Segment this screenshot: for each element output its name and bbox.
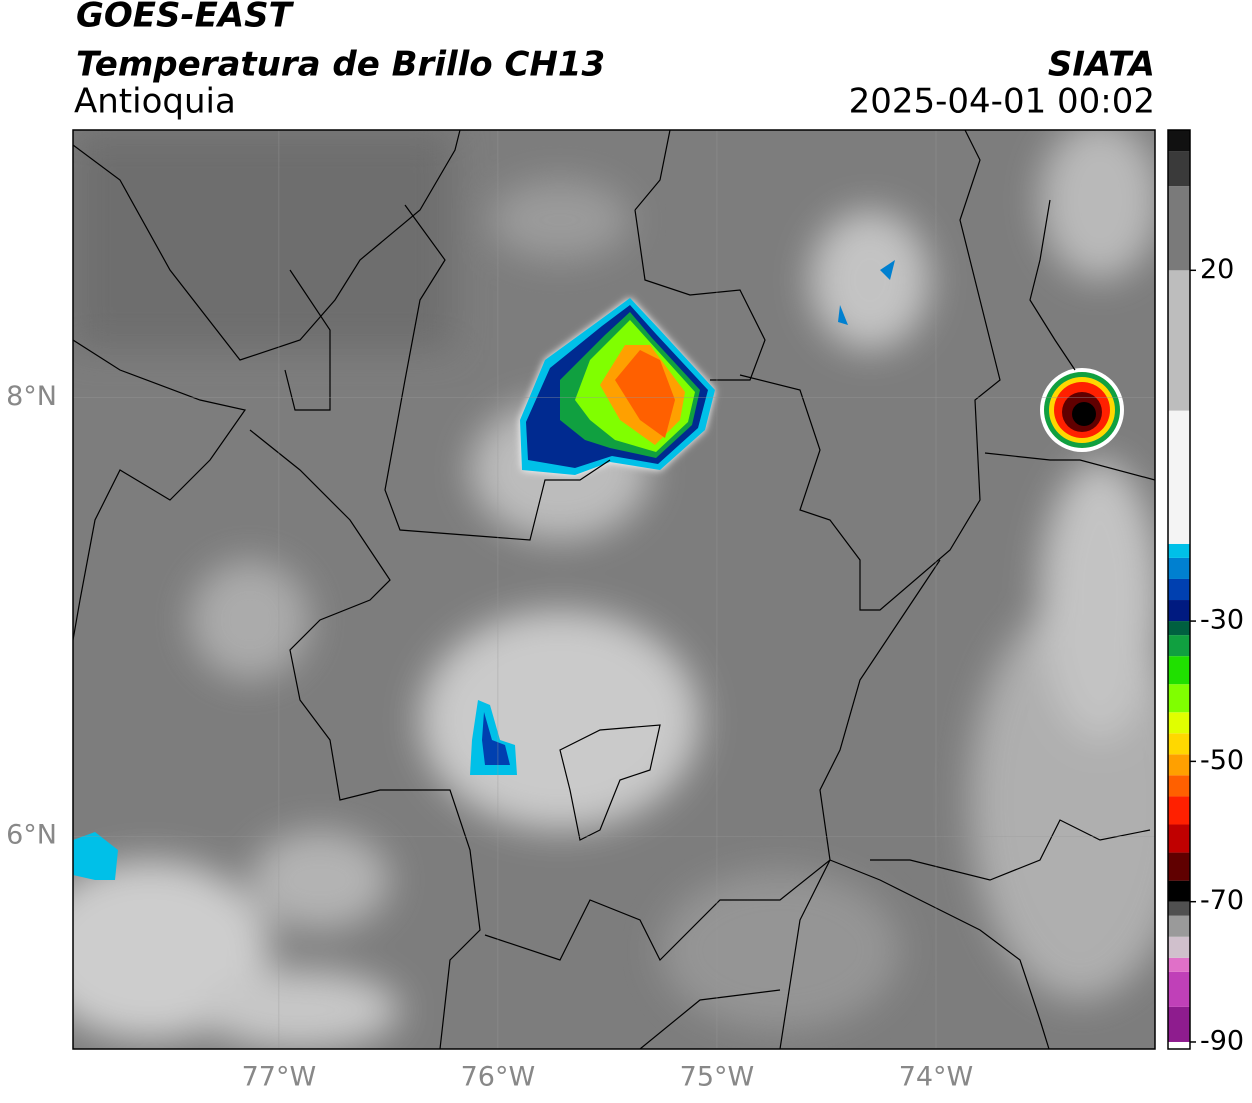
colorbar-segment xyxy=(1168,957,1190,972)
colorbar-tick-label: -50 xyxy=(1200,745,1244,776)
colorbar-segment xyxy=(1168,915,1190,937)
colorbar-segment xyxy=(1168,796,1190,825)
region: Antioquia xyxy=(74,82,236,122)
colorbar-segment xyxy=(1168,936,1190,958)
title: GOES-EAST xyxy=(76,0,295,36)
colorbar-tick-label: 20 xyxy=(1200,254,1234,285)
colorbar-segment xyxy=(1168,578,1190,601)
datetime: 2025-04-01 00:02 xyxy=(849,82,1155,122)
colorbar-frame xyxy=(1167,129,1191,1050)
x-tick-label: 77°W xyxy=(242,1062,317,1093)
colorbar-segment xyxy=(1168,270,1190,411)
map-imagery xyxy=(73,130,1155,1049)
colorbar-segment xyxy=(1168,775,1190,797)
x-tick-label: 76°W xyxy=(461,1062,536,1093)
subtitle: Temperatura de Brillo CH13 xyxy=(76,45,605,85)
colorbar-segment xyxy=(1168,543,1190,558)
x-tick-label: 75°W xyxy=(680,1062,755,1093)
colorbar-segment xyxy=(1168,1041,1190,1049)
colorbar-segment xyxy=(1168,621,1190,636)
source: SIATA xyxy=(1048,45,1155,85)
colorbar-segment xyxy=(1168,824,1190,853)
colorbar-tick-label: -70 xyxy=(1200,885,1244,916)
y-tick-label: 8°N xyxy=(6,381,57,412)
colorbar-segment xyxy=(1168,557,1190,579)
colorbar-segment xyxy=(1168,852,1190,881)
colorbar-segment xyxy=(1168,410,1190,544)
colorbar-segment xyxy=(1168,971,1190,1007)
colorbar-segment xyxy=(1168,130,1190,152)
boundaries xyxy=(73,130,1155,1049)
colorbar-segment xyxy=(1168,684,1190,713)
x-tick-label: 74°W xyxy=(899,1062,974,1093)
map-frame xyxy=(72,129,1156,1050)
colorbar-segment xyxy=(1168,656,1190,685)
colorbar-segment xyxy=(1168,151,1190,187)
y-tick-label: 6°N xyxy=(6,820,57,851)
colorbar-tick-label: -30 xyxy=(1200,605,1244,636)
colorbar-segment xyxy=(1168,712,1190,734)
colorbar-segment xyxy=(1168,635,1190,657)
colorbar-segment xyxy=(1168,600,1190,622)
colorbar-segment xyxy=(1168,1006,1190,1042)
colorbar-tick-label: -90 xyxy=(1200,1025,1244,1056)
colorbar-segment xyxy=(1168,186,1190,271)
colorbar-segment xyxy=(1168,754,1190,776)
colorbar-segment xyxy=(1168,901,1190,916)
colorbar-segment xyxy=(1168,880,1190,902)
colorbar-segment xyxy=(1168,733,1190,755)
